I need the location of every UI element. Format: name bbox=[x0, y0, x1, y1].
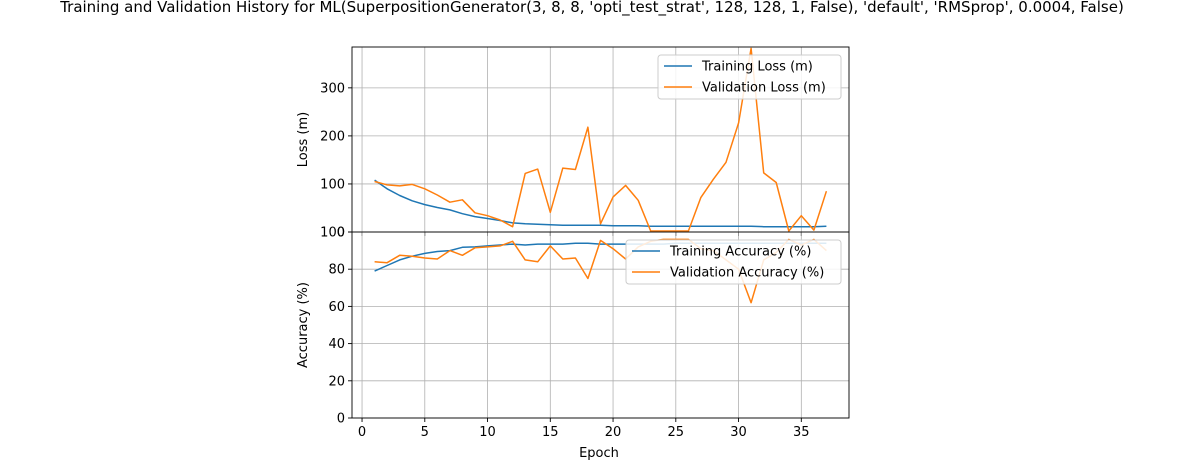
legend: Training Loss (m) Validation Loss (m) bbox=[657, 54, 842, 100]
axes-frame bbox=[351, 231, 850, 419]
chart-title: Training and Validation History for ML(S… bbox=[59, 0, 1124, 17]
y-tick-label: 200 bbox=[320, 129, 345, 144]
series-line-validation bbox=[374, 47, 828, 232]
x-axis-label: Epoch bbox=[579, 446, 619, 460]
y-tick-label: 0 bbox=[337, 412, 345, 427]
y-axis-label: Accuracy (%) bbox=[296, 282, 311, 368]
x-tick-label: 25 bbox=[668, 425, 685, 440]
x-tick-label: 20 bbox=[605, 425, 622, 440]
x-tick-label: 5 bbox=[421, 425, 429, 440]
y-tick-label: 300 bbox=[320, 81, 345, 96]
y-tick-label: 20 bbox=[328, 374, 345, 389]
legend-box bbox=[625, 239, 842, 285]
legend-entry: Validation Loss (m) bbox=[702, 81, 826, 96]
y-tick-label: 40 bbox=[328, 337, 345, 352]
legend: Training Accuracy (%) Validation Accuracy… bbox=[625, 239, 842, 285]
x-tick-label: 30 bbox=[730, 425, 747, 440]
legend-box bbox=[657, 54, 842, 100]
series-line-training bbox=[374, 179, 827, 228]
y-axis-label: Loss (m) bbox=[296, 112, 311, 167]
y-tick-label: 60 bbox=[328, 300, 345, 315]
y-tick-label: 80 bbox=[328, 263, 345, 278]
x-tick-label: 35 bbox=[793, 425, 810, 440]
y-tick-label: 0 bbox=[337, 226, 345, 241]
series-line-validation bbox=[374, 238, 827, 304]
x-tick-label: 15 bbox=[542, 425, 559, 440]
x-tick-label: 10 bbox=[479, 425, 496, 440]
legend-entry: Training Accuracy (%) bbox=[669, 245, 811, 260]
legend-entry: Training Loss (m) bbox=[701, 60, 813, 75]
y-tick-label: 100 bbox=[320, 177, 345, 192]
x-tick-label: 0 bbox=[358, 425, 366, 440]
legend-entry: Validation Accuracy (%) bbox=[670, 266, 824, 281]
y-tick-label: 100 bbox=[320, 226, 345, 241]
